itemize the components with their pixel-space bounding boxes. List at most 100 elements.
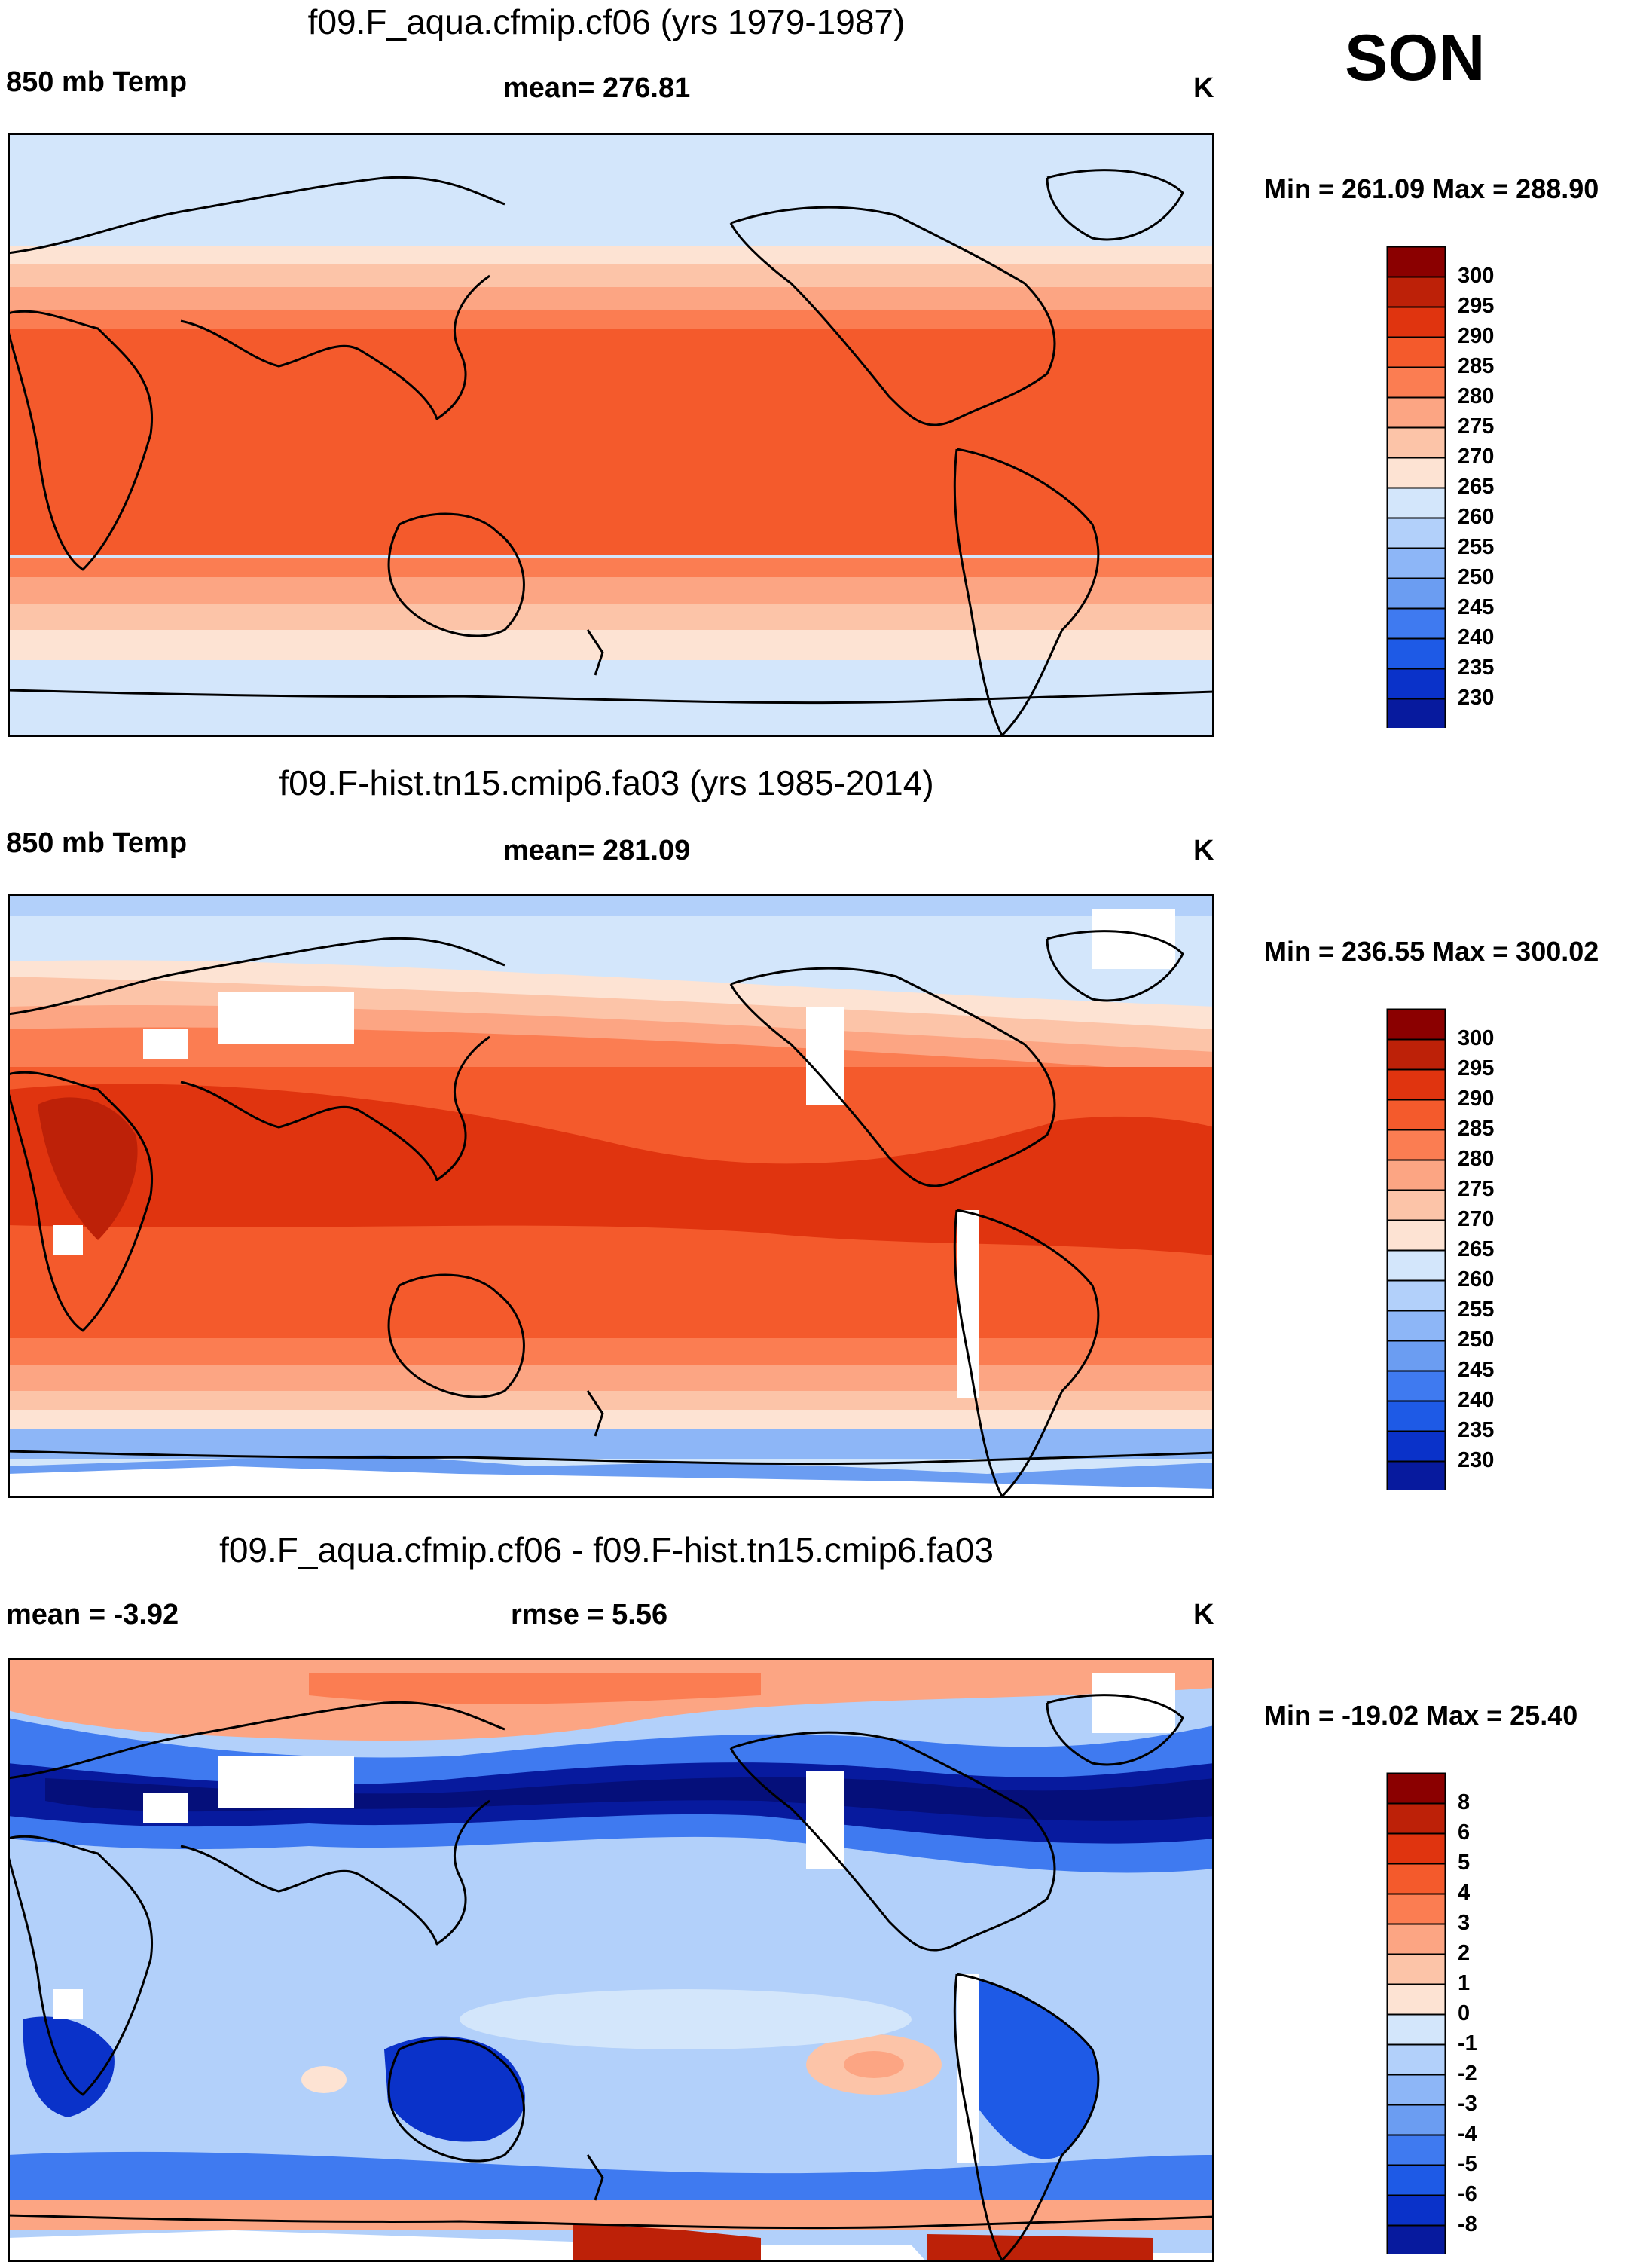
tick-label: 260 — [1458, 505, 1495, 529]
tick-label: 255 — [1458, 535, 1495, 559]
band-255-south — [8, 1429, 1214, 1459]
colorbar-box — [1386, 2074, 1446, 2106]
missing-andes — [957, 1974, 979, 2163]
tick-label: 235 — [1458, 1418, 1495, 1442]
arctic-warm-inner — [309, 1673, 761, 1704]
colorbar-box — [1386, 547, 1446, 579]
coastlines — [8, 169, 1214, 737]
warm-anomaly-pacific-core — [844, 2051, 904, 2078]
tick-label: -3 — [1458, 2092, 1477, 2116]
coast-antarctica — [8, 689, 1214, 705]
variable-label: 850 mb Temp — [6, 827, 188, 859]
band-295-africa — [38, 1097, 138, 1240]
variable-label: 850 mb Temp — [6, 66, 188, 98]
tick-label: 6 — [1458, 1820, 1471, 1845]
panel-title: f09.F_aqua.cfmip.cf06 (yrs 1979-1987) — [307, 2, 906, 41]
colorbar-box — [1386, 1863, 1446, 1895]
colorbar-box — [1386, 246, 1446, 278]
colorbar-box — [1386, 1189, 1446, 1221]
band-285 — [8, 329, 1214, 555]
colorbar-box — [1386, 698, 1446, 728]
missing-greenland — [1092, 1673, 1175, 1733]
band-275-south — [8, 1365, 1214, 1395]
colorbar-box — [1386, 396, 1446, 429]
tick-label: 290 — [1458, 1087, 1495, 1111]
colorbar-box — [1386, 306, 1446, 338]
colorbar-top — [1386, 246, 1446, 728]
colorbar-box — [1386, 2224, 1446, 2254]
map-frame — [8, 133, 1214, 737]
colorbar-box — [1386, 1340, 1446, 1372]
missing-tibet — [218, 992, 354, 1044]
coast-africa — [8, 1071, 153, 1332]
map-frame — [8, 1658, 1214, 2262]
coast-australia — [387, 2037, 525, 2163]
tick-label: 280 — [1458, 384, 1495, 408]
tick-label: 295 — [1458, 1056, 1495, 1081]
colorbar-box — [1386, 366, 1446, 399]
coast-new-zealand — [586, 2154, 604, 2201]
coast-australia — [387, 1273, 525, 1398]
tick-label: 265 — [1458, 1237, 1495, 1261]
mean-label: mean= 281.09 — [503, 835, 691, 867]
min-max-label: Min = -19.02 Max = 25.40 — [1264, 1700, 1578, 1731]
coast-antarctica — [8, 1450, 1214, 1466]
tick-label: -2 — [1458, 2062, 1477, 2086]
coast-greenland — [1046, 169, 1184, 241]
units-label: K — [1193, 1599, 1214, 1631]
panel-title: f09.F_aqua.cfmip.cf06 - f09.F-hist.tn15.… — [219, 1530, 994, 1570]
tick-label: -1 — [1458, 2031, 1477, 2056]
colorbar-box — [1386, 1249, 1446, 1282]
antarctic-warm-strong — [573, 2223, 1153, 2262]
colorbar-box — [1386, 1430, 1446, 1463]
coast-asia — [180, 1799, 490, 1946]
missing-data-regions — [8, 1673, 1214, 2262]
colorbar-box — [1386, 2013, 1446, 2046]
coast-africa — [8, 1835, 153, 2096]
missing-data-regions — [8, 909, 1214, 1498]
coastlines — [8, 1694, 1214, 2262]
tick-label: 300 — [1458, 1026, 1495, 1050]
band-265-south — [8, 1410, 1214, 1429]
rmse-label: rmse = 5.56 — [511, 1599, 668, 1631]
tick-label: 240 — [1458, 1388, 1495, 1412]
colorbar-box — [1386, 1099, 1446, 1131]
missing-south-africa — [53, 1989, 83, 2019]
min-max-label: Min = 261.09 Max = 288.90 — [1264, 173, 1599, 204]
cold-darkest-north — [45, 1777, 1214, 1821]
missing-rockies — [806, 1771, 844, 1869]
coast-north-america — [729, 1731, 1056, 1952]
tick-label: -6 — [1458, 2182, 1477, 2206]
tick-label: 3 — [1458, 1911, 1471, 1935]
coast-new-zealand — [586, 629, 604, 676]
missing-iran — [143, 1029, 188, 1059]
tick-label: 0 — [1458, 2001, 1471, 2025]
coast-eurasia-north — [8, 176, 505, 255]
missing-andes — [957, 1210, 979, 1398]
colorbar-box — [1386, 1953, 1446, 1985]
tick-label: 295 — [1458, 294, 1495, 318]
colorbar-box — [1386, 2104, 1446, 2136]
coast-eurasia-north — [8, 1701, 505, 1780]
colorbar-box — [1386, 487, 1446, 519]
tick-label: 270 — [1458, 445, 1495, 469]
band-265-south — [8, 630, 1214, 660]
coast-north-america — [729, 206, 1056, 426]
colorbar-box — [1386, 1772, 1446, 1805]
band-270-south — [8, 604, 1214, 634]
tick-label: 280 — [1458, 1147, 1495, 1171]
missing-iran — [143, 1793, 188, 1823]
coast-north-america — [729, 967, 1056, 1187]
colorbar-box — [1386, 637, 1446, 670]
missing-rockies — [806, 1007, 844, 1105]
colorbar-box — [1386, 1370, 1446, 1402]
coast-australia — [387, 512, 525, 637]
coast-asia — [180, 1035, 490, 1181]
tick-label: 255 — [1458, 1298, 1495, 1322]
coast-asia — [180, 274, 490, 420]
tick-label: -8 — [1458, 2212, 1477, 2236]
min-max-label: Min = 236.55 Max = 300.02 — [1264, 936, 1599, 967]
colorbar-box — [1386, 2164, 1446, 2196]
colorbar-box — [1386, 668, 1446, 700]
tick-label: 8 — [1458, 1790, 1471, 1814]
